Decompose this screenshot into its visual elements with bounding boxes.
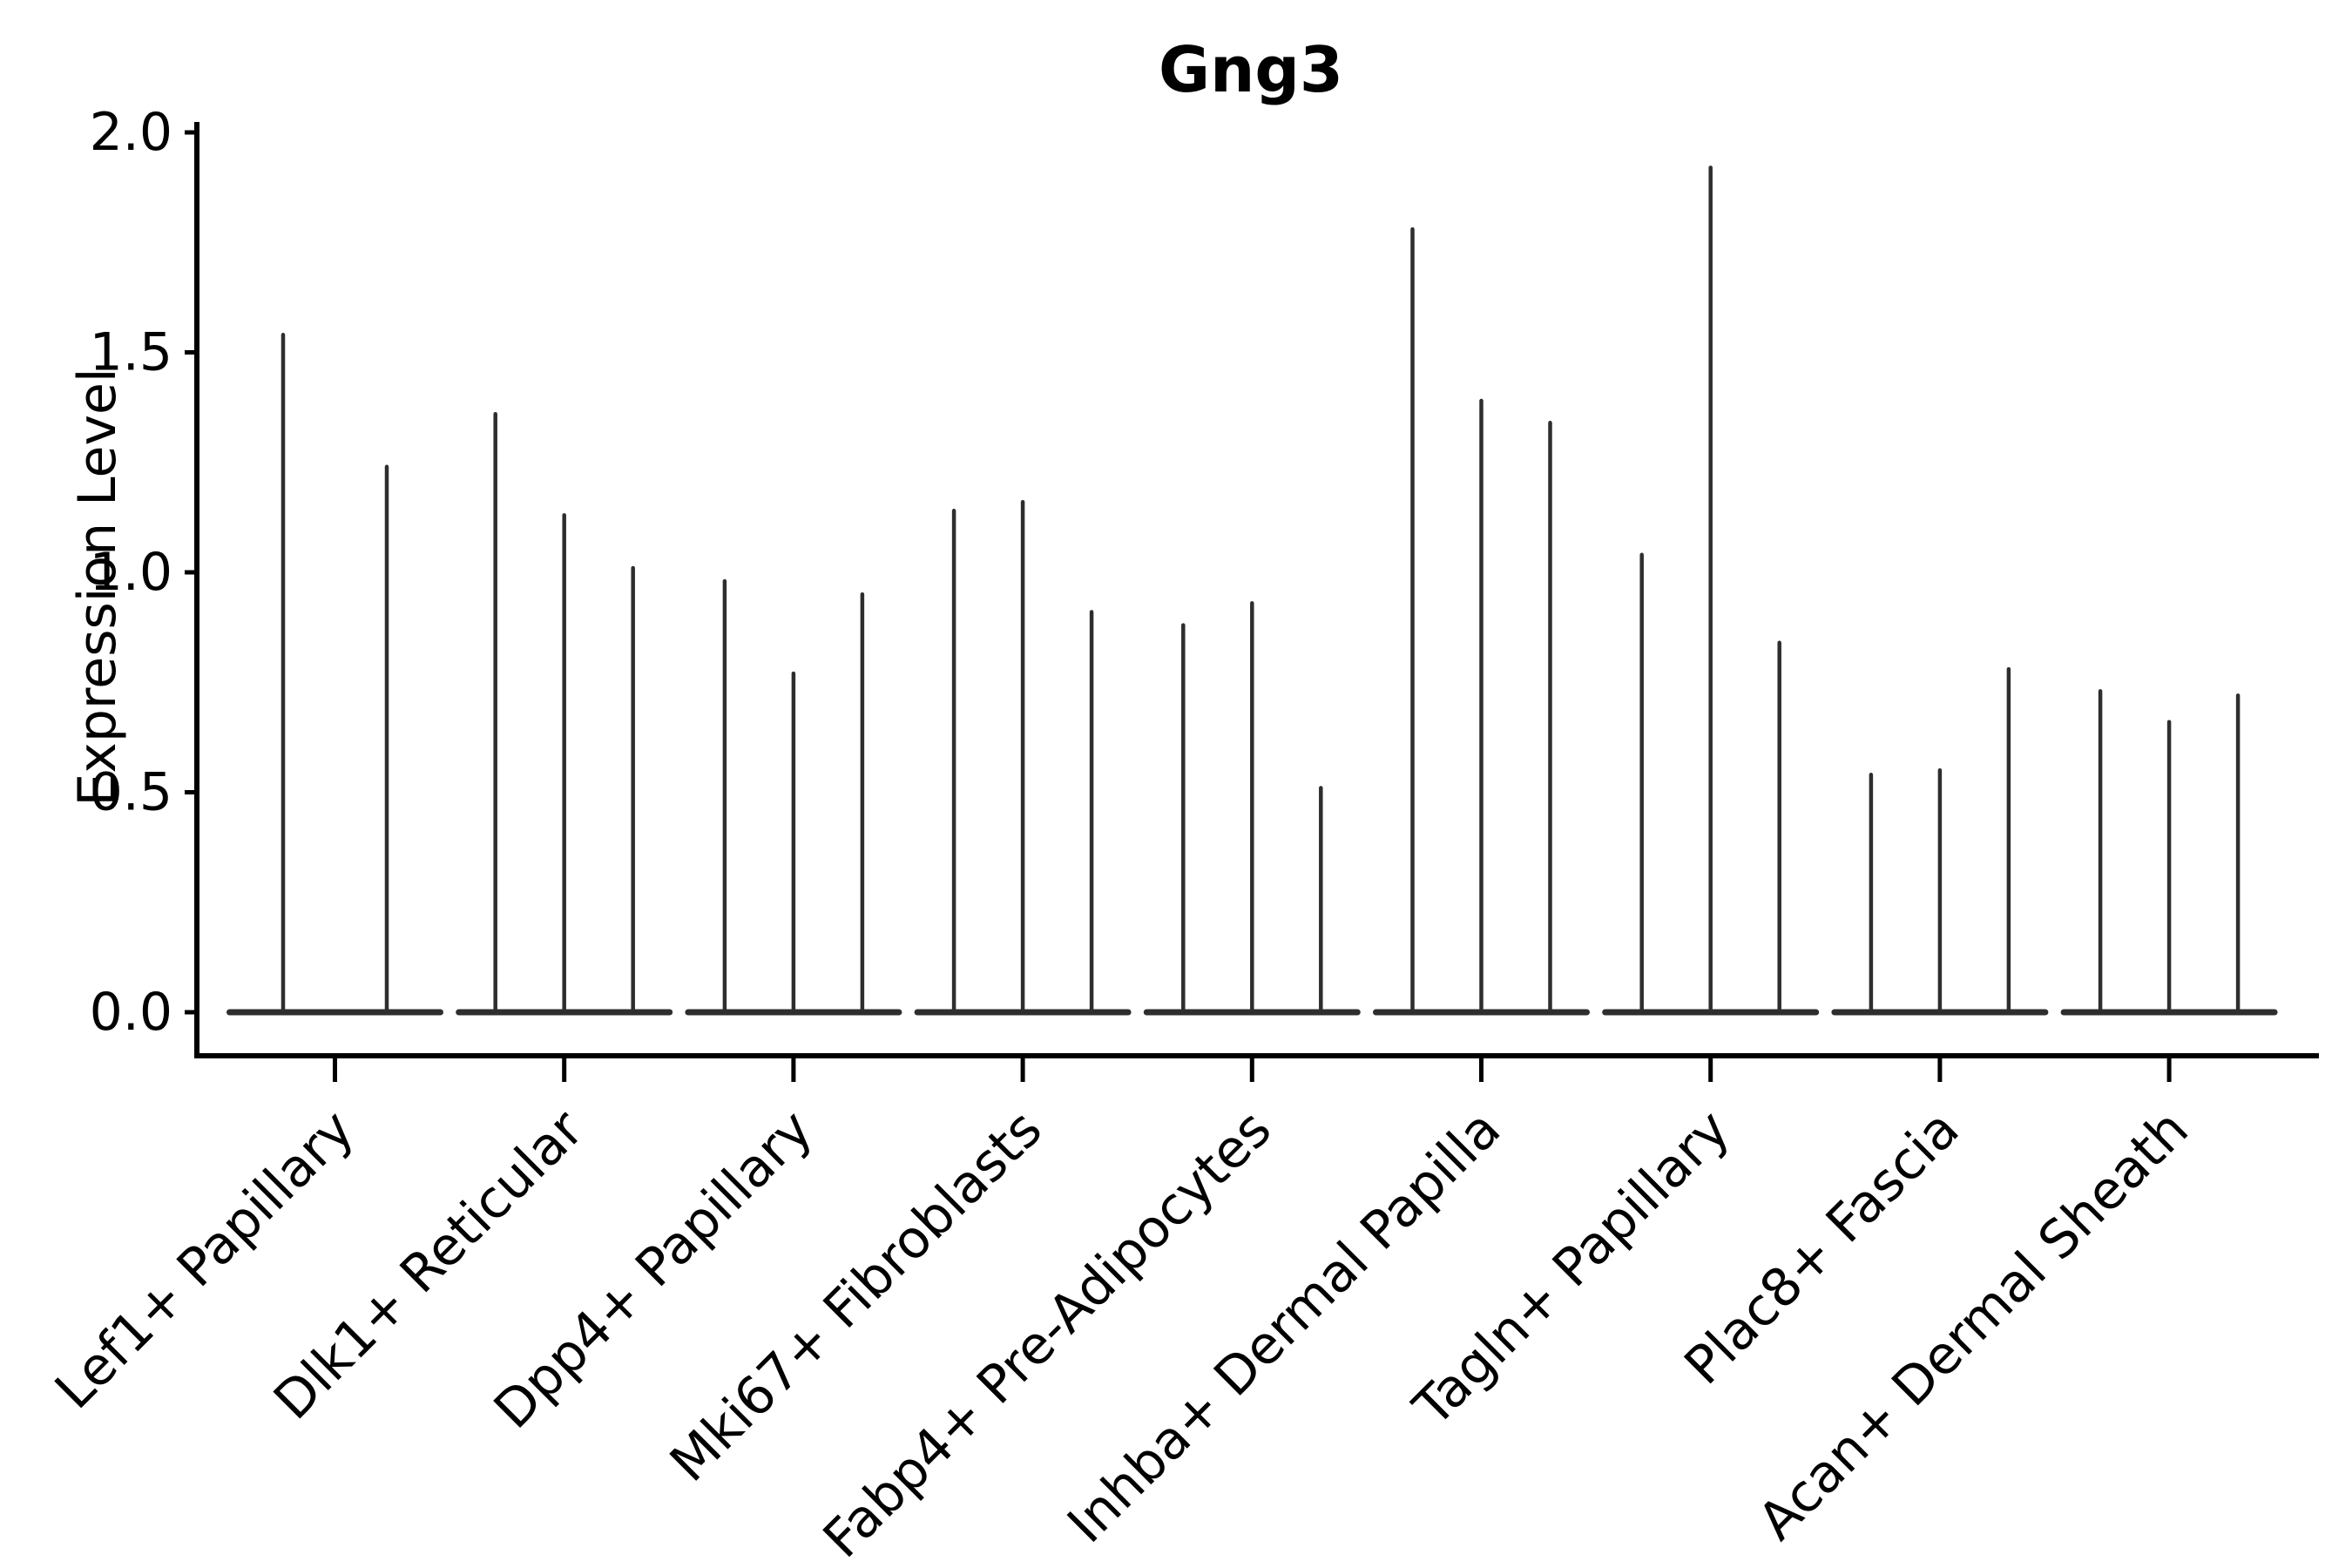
x-category-label: Acan+ Dermal Sheath bbox=[1747, 1098, 2200, 1552]
y-tick-label: 1.0 bbox=[90, 542, 172, 603]
chart-title: Gng3 bbox=[1159, 33, 1343, 106]
y-tick-label: 1.5 bbox=[90, 322, 172, 383]
y-tick-label: 0.5 bbox=[90, 762, 172, 823]
x-category-label: Fabp4+ Pre-Adipocytes bbox=[812, 1098, 1283, 1568]
y-tick-label: 0.0 bbox=[90, 982, 172, 1043]
x-category-label: Mki67+ Fibroblasts bbox=[659, 1098, 1054, 1494]
x-category-label: Inhba+ Dermal Papilla bbox=[1056, 1098, 1512, 1555]
y-tick-label: 2.0 bbox=[90, 102, 172, 163]
